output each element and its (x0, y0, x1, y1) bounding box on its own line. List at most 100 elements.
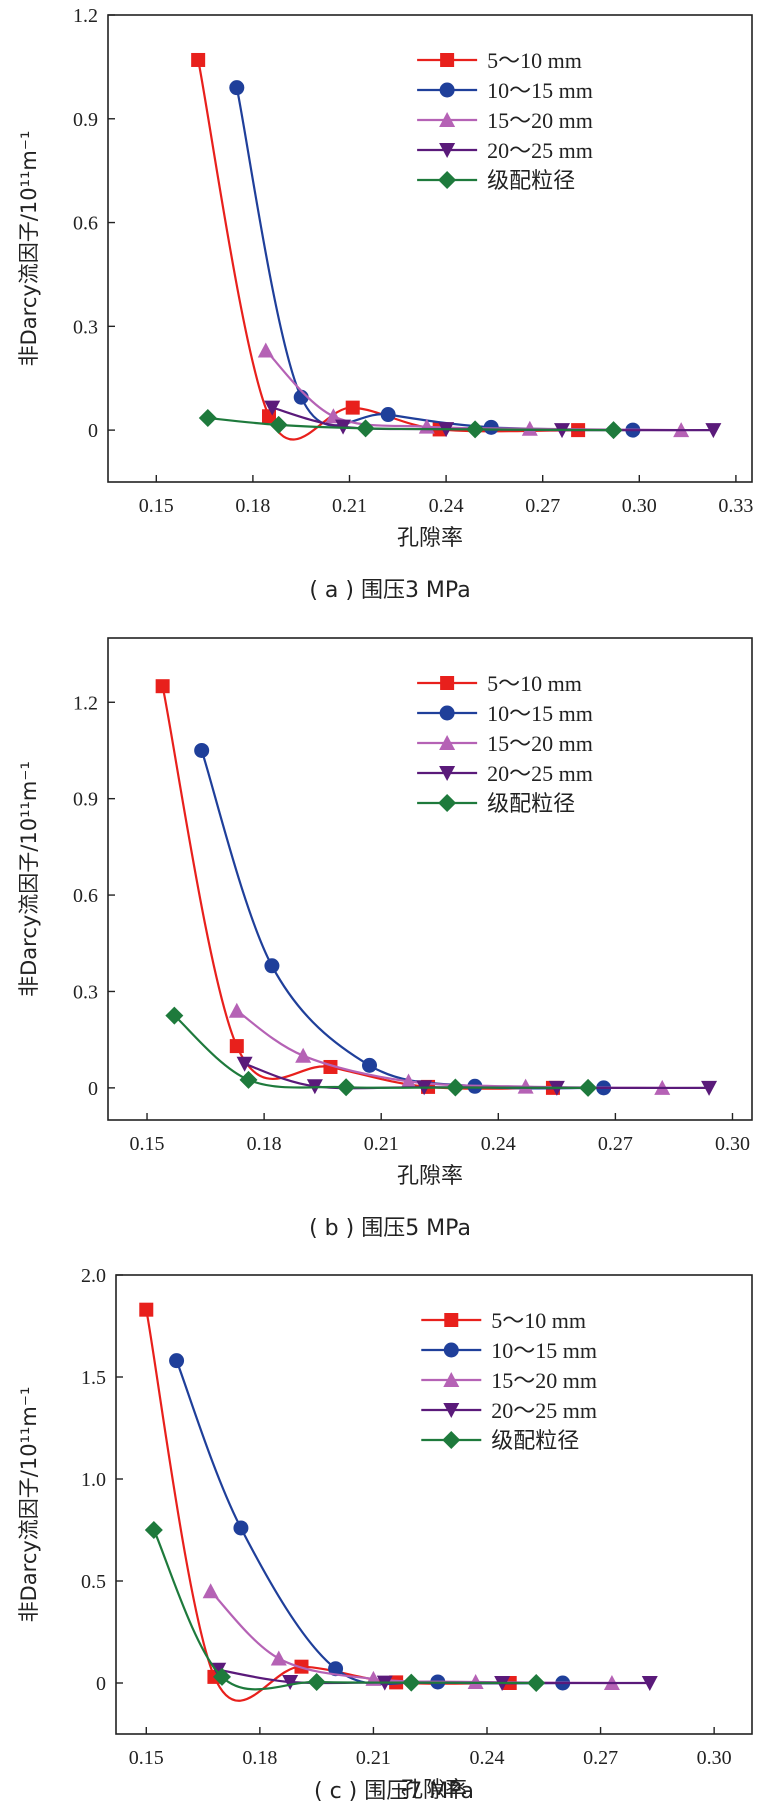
legend-item: 级配粒径 (421, 1428, 579, 1453)
y-tick-label: 2.0 (81, 1265, 106, 1287)
legend-item: 级配粒径 (417, 791, 575, 816)
data-point (328, 1661, 344, 1677)
data-point (213, 1667, 231, 1686)
legend-item: 5～10 mm (421, 1308, 586, 1333)
data-point (269, 415, 288, 434)
legend-marker (443, 1403, 460, 1418)
data-point (466, 420, 485, 439)
legend-label: 20～25 mm (487, 761, 593, 786)
x-tick-label: 0.33 (718, 495, 753, 517)
x-tick-label: 0.21 (332, 495, 367, 517)
data-point (307, 1672, 326, 1691)
data-series (198, 409, 623, 440)
x-axis-label: 孔隙率 (401, 1778, 467, 1803)
legend-marker (440, 53, 455, 67)
legend-marker (439, 705, 455, 721)
legend: 5～10 mm 10～15 mm 15～20 mm 20～25 mm 级配粒径 (417, 671, 593, 816)
x-tick-label: 0.24 (429, 495, 464, 517)
legend-marker (443, 1372, 460, 1387)
data-point (517, 1078, 534, 1094)
legend-marker (438, 171, 457, 189)
legend-label: 级配粒径 (487, 791, 575, 816)
data-point (264, 958, 280, 974)
data-point (191, 52, 206, 67)
legend-label: 10～15 mm (491, 1338, 597, 1363)
series-line (207, 416, 614, 432)
legend-marker (442, 1431, 461, 1449)
legend-label: 10～15 mm (487, 78, 593, 103)
y-axis-label: 非Darcy流因子/10¹¹m⁻¹ (17, 761, 41, 997)
y-axis-label: 非Darcy流因子/10¹¹m⁻¹ (17, 1387, 41, 1623)
data-point (194, 742, 210, 758)
x-axis-label: 孔隙率 (397, 1164, 463, 1189)
data-series (139, 1302, 517, 1702)
legend-marker (439, 766, 456, 781)
legend-marker (438, 794, 457, 812)
data-point (527, 1674, 546, 1692)
legend-item: 10～15 mm (421, 1338, 597, 1363)
x-tick-label: 0.15 (130, 1133, 165, 1155)
data-point (641, 1676, 658, 1691)
legend-item: 20～25 mm (421, 1398, 597, 1423)
data-point (400, 1073, 417, 1089)
y-tick-label: 0 (88, 420, 98, 442)
data-point (165, 1006, 184, 1025)
data-point (362, 1057, 378, 1073)
data-point (270, 1650, 287, 1666)
y-tick-label: 0.3 (73, 316, 98, 338)
chart-panel: 0.15 0.18 0.21 0.24 0.27 0.30 0.33 0 0.3 0.6 0.9 1.… (17, 5, 753, 603)
data-point (701, 1080, 718, 1096)
data-point (446, 1078, 465, 1097)
data-point (325, 408, 342, 424)
y-tick-label: 1.5 (81, 1367, 106, 1389)
x-tick-label: 0.30 (697, 1747, 732, 1769)
legend-label: 15～20 mm (487, 731, 593, 756)
legend-item: 15～20 mm (421, 1368, 597, 1393)
legend-marker (440, 676, 455, 690)
legend-item: 20～25 mm (417, 761, 593, 786)
data-point (467, 1673, 484, 1689)
x-tick-label: 0.18 (247, 1133, 282, 1155)
y-tick-label: 1.2 (73, 692, 98, 714)
series-line (236, 1009, 663, 1089)
data-point (239, 1070, 258, 1089)
data-point (380, 407, 396, 423)
legend-item: 5～10 mm (417, 48, 582, 73)
data-point (402, 1673, 421, 1692)
data-point (229, 1039, 244, 1054)
data-point (356, 419, 375, 438)
legend-item: 10～15 mm (417, 78, 593, 103)
data-point (337, 1078, 356, 1097)
x-tick-label: 0.27 (583, 1747, 618, 1769)
series-line (152, 1529, 537, 1691)
legend-item: 级配粒径 (417, 168, 575, 193)
x-tick-label: 0.21 (364, 1133, 399, 1155)
data-point (521, 420, 538, 436)
y-tick-label: 0.6 (73, 885, 98, 907)
plot-frame (107, 637, 753, 1121)
x-tick-label: 0.30 (622, 495, 657, 517)
y-tick-label: 1.2 (73, 5, 98, 27)
data-point (236, 1056, 253, 1072)
data-point (705, 423, 722, 439)
data-series (229, 80, 641, 438)
legend-label: 10～15 mm (487, 701, 593, 726)
x-tick-label: 0.27 (525, 495, 560, 517)
x-tick-label: 0.18 (242, 1747, 277, 1769)
data-point (604, 421, 623, 440)
data-series (144, 1521, 546, 1692)
legend-label: 15～20 mm (487, 108, 593, 133)
data-point (228, 1002, 245, 1018)
chart-panel: 0.15 0.18 0.21 0.24 0.27 0.30 0 0.3 0.6 0.9 1.2 孔隙率… (17, 637, 753, 1241)
legend-marker (439, 735, 456, 750)
data-point (264, 400, 281, 416)
legend-marker (439, 82, 455, 98)
panel-caption: ( c ) 围压7 MPa (314, 1779, 474, 1804)
series-line (145, 1309, 510, 1702)
legend-item: 10～15 mm (417, 701, 593, 726)
data-point (198, 409, 217, 428)
legend-marker (444, 1313, 459, 1327)
legend-label: 5～10 mm (487, 48, 582, 73)
legend-label: 5～10 mm (487, 671, 582, 696)
y-tick-label: 0.3 (73, 981, 98, 1003)
